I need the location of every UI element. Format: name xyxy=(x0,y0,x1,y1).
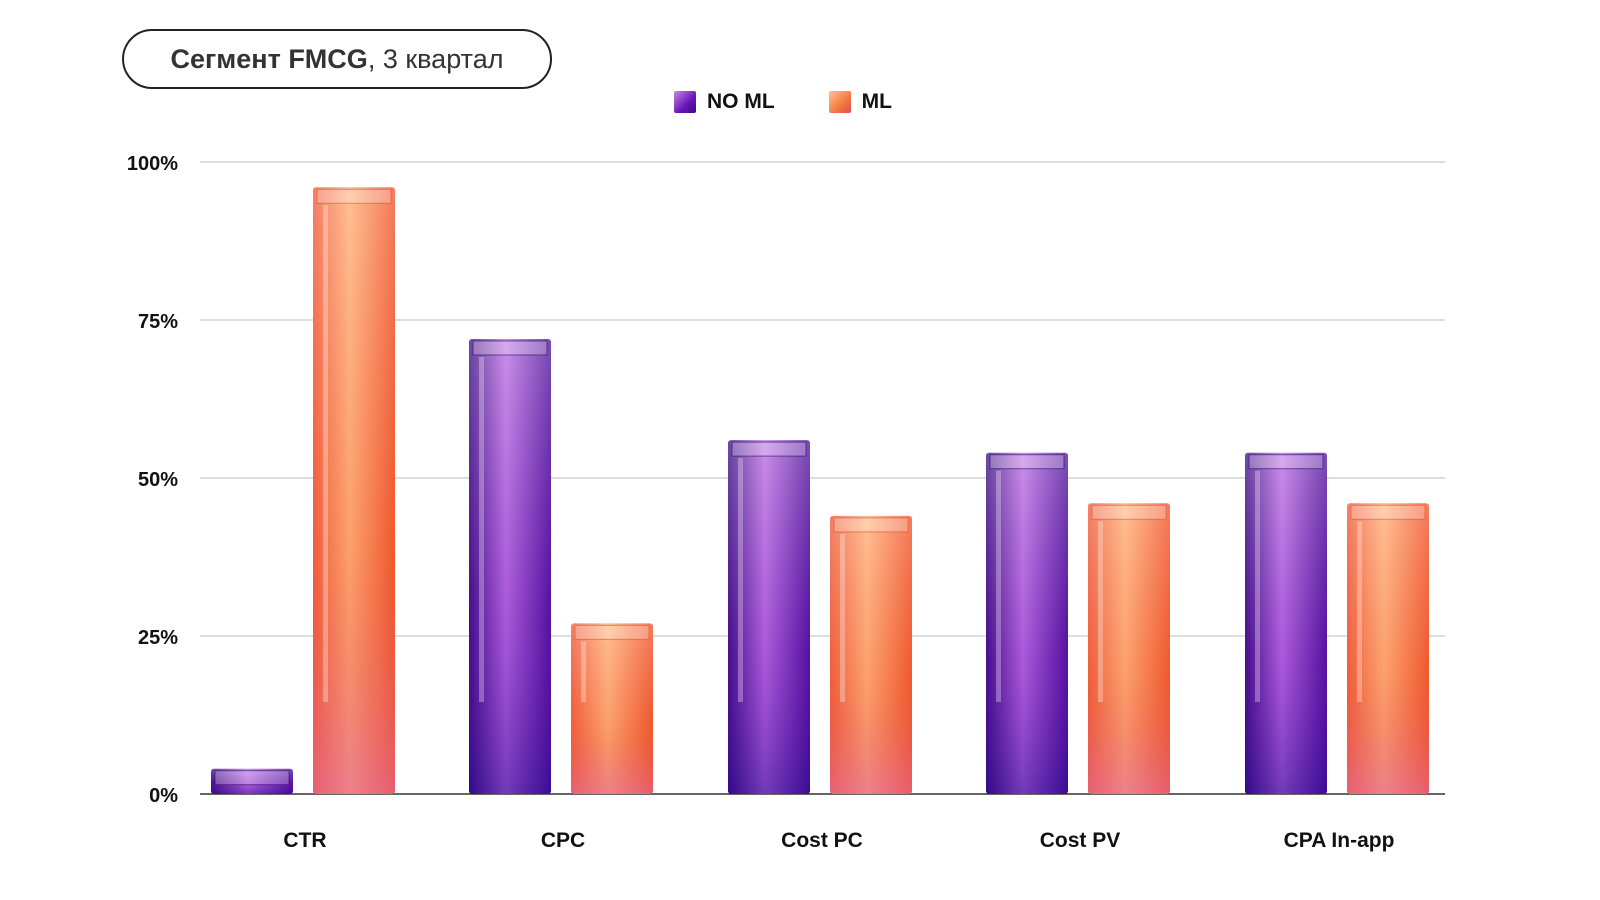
x-tick-label: CTR xyxy=(283,829,326,852)
bar-ml-cost-pv xyxy=(1088,503,1170,794)
legend-label-no-ml: NO ML xyxy=(707,90,775,113)
bar-cap xyxy=(1091,504,1167,520)
chart-title: Сегмент FMCG, 3 квартал xyxy=(122,29,552,89)
bar-highlight xyxy=(1098,521,1103,702)
bar-no-ml-cost-pv xyxy=(986,452,1068,794)
bar-no-ml-cost-pc xyxy=(728,440,810,794)
bar-cap xyxy=(574,624,650,640)
bar-shade xyxy=(1088,503,1170,794)
bar-shade xyxy=(469,338,551,794)
bar-ml-cpa-in-app xyxy=(1347,503,1429,794)
legend: NO ML ML xyxy=(674,90,892,114)
bar-cap xyxy=(1350,504,1426,520)
bar-ml-cost-pc xyxy=(830,515,912,794)
legend-swatch-no-ml xyxy=(674,91,696,113)
y-tick-label: 75% xyxy=(138,311,178,333)
legend-item-no-ml: NO ML xyxy=(674,90,775,114)
bar-shade xyxy=(830,515,912,794)
title-segment: Сегмент FMCG xyxy=(170,43,368,74)
bar-cap xyxy=(1248,454,1324,470)
bar-highlight xyxy=(1255,470,1260,702)
legend-swatch-ml xyxy=(828,91,851,113)
x-tick-label: CPC xyxy=(541,829,585,852)
title-quarter: , 3 квартал xyxy=(367,43,504,74)
bar-ml-ctr xyxy=(313,187,395,794)
bar-highlight xyxy=(323,205,328,702)
legend-item-ml: ML xyxy=(828,90,892,114)
bar-highlight xyxy=(738,458,743,702)
bar-shade xyxy=(211,768,293,794)
y-tick-label: 100% xyxy=(127,153,178,175)
bar-cap xyxy=(472,340,548,356)
x-tick-label: Cost PV xyxy=(1040,829,1121,852)
y-tick-label: 0% xyxy=(149,785,178,807)
bar-shade xyxy=(986,452,1068,794)
x-tick-label: Cost PC xyxy=(781,829,863,852)
legend-label-ml: ML xyxy=(861,90,892,113)
bar-shade xyxy=(1347,503,1429,794)
bar-no-ml-ctr xyxy=(211,768,293,794)
y-tick-label: 25% xyxy=(138,627,178,649)
bar-no-ml-cpa-in-app xyxy=(1245,452,1327,794)
bar-highlight xyxy=(1357,521,1362,702)
bar-shade xyxy=(1245,452,1327,794)
bar-highlight xyxy=(996,470,1001,702)
bar-cap xyxy=(989,454,1065,470)
bar-highlight xyxy=(479,356,484,702)
bar-ml-cpc xyxy=(571,623,653,794)
y-tick-label: 50% xyxy=(138,469,178,491)
bar-shade xyxy=(313,187,395,794)
bar-cap xyxy=(833,517,909,533)
bar-shade xyxy=(571,623,653,794)
bar-highlight xyxy=(581,641,586,702)
bar-shade xyxy=(728,440,810,794)
bar-cap xyxy=(214,770,290,786)
bar-cap xyxy=(731,441,807,457)
bar-highlight xyxy=(840,533,845,702)
bar-no-ml-cpc xyxy=(469,338,551,794)
bar-cap xyxy=(316,188,392,204)
x-tick-label: CPA In-app xyxy=(1284,829,1395,852)
